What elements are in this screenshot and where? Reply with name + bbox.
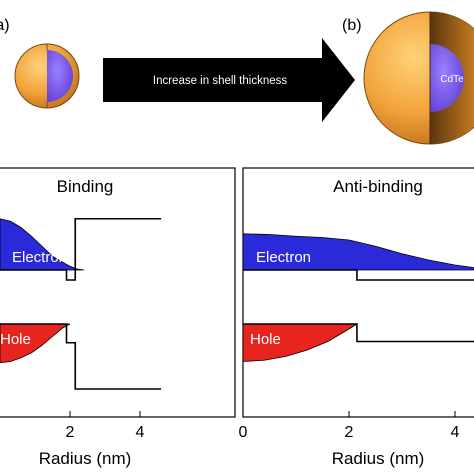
small-nanocrystal-sphere (14, 43, 80, 109)
anti-binding-valence-band-edge (243, 323, 474, 343)
anti-binding-x-axis-label: Radius (nm) (332, 449, 425, 468)
anti-binding-x-tick-label-2: 2 (345, 424, 354, 441)
anti-binding-x-axis-ticks: 0 2 4 (239, 411, 460, 441)
anti-binding-chart-marks: Electron Hole (242, 233, 474, 362)
binding-x-tick-label-4: 4 (136, 424, 145, 441)
anti-binding-x-tick-label-4: 4 (451, 424, 460, 441)
binding-plot-frame (0, 167, 236, 418)
anti-binding-plot-frame (242, 167, 474, 418)
binding-hole-label: Hole (0, 331, 31, 348)
anti-binding-hole-wavefunction (242, 323, 359, 362)
large-nanocrystal-sphere: CdTe (363, 11, 474, 145)
binding-x-tick-label-2: 2 (66, 424, 75, 441)
arrow-text: Increase in shell thickness (153, 75, 287, 87)
anti-binding-electron-wavefunction (242, 233, 474, 271)
anti-binding-hole-label: Hole (250, 331, 281, 348)
binding-x-axis-label: Radius (nm) (39, 449, 132, 468)
panel-a-label: (a) (0, 17, 10, 34)
anti-binding-electron-label: Electron (256, 249, 311, 266)
anti-binding-chart-title: Anti-binding (333, 177, 423, 196)
binding-electron-wavefunction (0, 218, 85, 271)
panel-a: (a) (0, 17, 80, 109)
binding-conduction-band-edge (0, 217, 161, 281)
binding-chart-title: Binding (57, 177, 114, 196)
anti-binding-conduction-band-edge (243, 269, 474, 281)
shell-thickness-arrow: Increase in shell thickness (103, 38, 355, 122)
core-material-label: CdTe (440, 74, 464, 85)
binding-valence-band-edge (0, 323, 161, 390)
anti-binding-chart: Anti-binding Electron Hole 0 2 4 Radius (nm… (239, 167, 474, 468)
panel-b-label: (b) (342, 17, 362, 34)
panel-b: (b) CdTe (342, 11, 474, 145)
binding-electron-label: Electron (12, 249, 67, 266)
binding-chart-marks: Electron Hole (0, 217, 161, 390)
anti-binding-x-tick-label-0: 0 (239, 424, 248, 441)
